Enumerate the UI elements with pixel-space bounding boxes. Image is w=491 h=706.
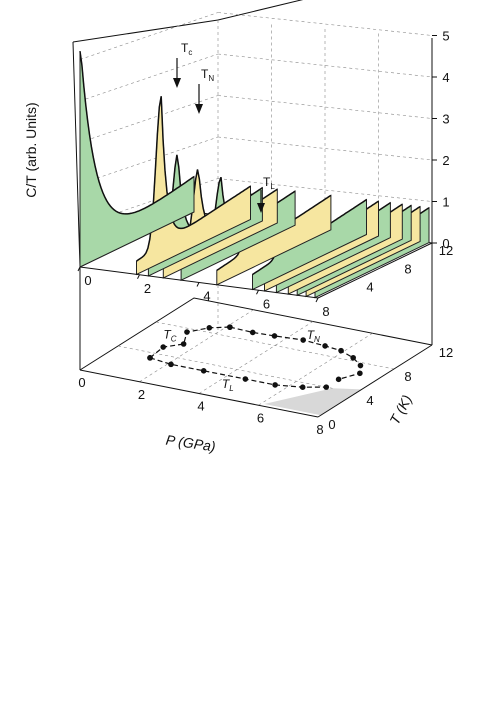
bottom-grid-p-4: [198, 321, 314, 394]
bottom-p-tick-8: 8: [316, 422, 323, 437]
bottom-p-tick-6: 6: [257, 410, 264, 425]
phase-point-T_N-6: [350, 354, 356, 361]
phase-point-T_C-2: [180, 341, 187, 347]
phase-point-T_N-9: [335, 376, 342, 383]
top-right-wall-top: [217, 0, 304, 21]
bottom-panel-phase-lines: TC TN TL: [147, 324, 364, 416]
bottom-t-tick-12: 12: [439, 345, 453, 360]
top-c-tick-0: 0: [442, 236, 449, 251]
phase-point-T_L-3: [242, 376, 249, 382]
top-c-tick-3: 3: [442, 112, 449, 127]
bottom-p-tick-4: 4: [197, 399, 204, 414]
curve-line-p1.9: [136, 96, 251, 262]
bottom-p-axis-line: [79, 369, 319, 418]
y-axis-label: C/T (arb. Units): [23, 102, 39, 197]
bottom-t-tick-0: 0: [328, 417, 335, 432]
top-c-tick-1: 1: [442, 195, 449, 210]
phase-point-T_C-4: [206, 325, 213, 331]
top-left-wall-edge: [72, 41, 81, 268]
bottom-grid-p-6: [258, 332, 373, 406]
bottom-grid-p-2: [139, 309, 254, 383]
phase-point-T_N-0: [227, 324, 233, 330]
phase-point-T_L-5: [299, 384, 306, 391]
top-p-tick-8: 8: [322, 304, 329, 319]
top-p-tick-mark: [196, 282, 200, 287]
annotation-tl: TL: [263, 175, 275, 191]
phase-point-T_C-3: [184, 329, 190, 335]
phase-point-T_C-1: [160, 344, 166, 350]
bottom-p-tick-2: 2: [138, 387, 145, 402]
arrowhead-tn: [195, 104, 203, 114]
top-t-tick-4: 4: [366, 280, 373, 295]
annotation-tc: Tc: [181, 41, 192, 57]
top-p-tick-mark: [137, 274, 140, 279]
top-c-tick-2: 2: [442, 153, 449, 168]
phase-label-T_L: TL: [222, 377, 234, 393]
phase-point-T_N-5: [338, 347, 344, 354]
bottom-t-tick-8: 8: [404, 369, 411, 384]
bottom-t-axis-line: [317, 344, 433, 418]
phase-line-T_N: [229, 326, 362, 380]
phase-point-T_N-3: [300, 337, 306, 343]
annotation-tn: TN: [201, 67, 214, 83]
top-p-tick-2: 2: [144, 281, 151, 296]
phase-point-T_L-6: [323, 384, 330, 390]
top-grid-c-right-5: [217, 12, 433, 36]
top-panel-curves: [79, 51, 430, 299]
phase-point-T_L-0: [147, 355, 153, 361]
arrowhead-tl: [257, 203, 265, 213]
z-axis-label: T (K): [386, 392, 415, 427]
top-grid-c-left-3: [79, 95, 219, 143]
bottom-shaded-region: [264, 388, 362, 416]
bottom-grid-t-8: [155, 321, 395, 370]
phase-point-T_N-4: [322, 343, 328, 349]
top-p-tick-0: 0: [84, 273, 91, 288]
bottom-t-tick-4: 4: [366, 393, 373, 408]
phase-point-T_L-1: [168, 361, 174, 368]
bottom-p-tick-0: 0: [78, 375, 85, 390]
phase-line-T_C: [149, 326, 230, 359]
top-wall-top-edge: [72, 19, 219, 43]
phase-point-T_N-7: [357, 362, 364, 369]
top-t-tick-12: 12: [439, 243, 453, 258]
phase-point-T_L-4: [272, 382, 278, 388]
arrowhead-tc: [173, 78, 181, 88]
top-c-tick-4: 4: [442, 70, 449, 85]
top-t-axis-line: [317, 242, 433, 299]
top-grid-c-left-2: [79, 136, 219, 185]
bottom-panel-frame: [79, 243, 433, 406]
top-p-axis-line: [79, 266, 319, 299]
curve-line-p0: [79, 51, 195, 215]
top-p-tick-6: 6: [263, 296, 270, 311]
top-p-tick-mark: [256, 290, 259, 295]
top-grid-c-left-4: [79, 53, 219, 102]
bottom-floor-back-edge: [79, 297, 433, 371]
phase-point-T_L-2: [200, 368, 207, 374]
phase-label-T_N: TN: [307, 328, 320, 344]
x-axis-label: P (GPa): [165, 432, 217, 455]
top-c-tick-5: 5: [442, 29, 449, 44]
top-p-tick-mark: [315, 297, 319, 303]
phase-line-T_L: [149, 357, 327, 388]
phase-point-T_N-2: [271, 333, 278, 339]
top-p-tick-4: 4: [203, 289, 210, 304]
top-grid-c-left-5: [79, 12, 219, 60]
phase-label-T_C: TC: [163, 327, 176, 343]
phase-point-T_N-8: [357, 370, 363, 377]
top-t-tick-8: 8: [404, 261, 411, 276]
phase-point-T_N-1: [249, 329, 256, 336]
